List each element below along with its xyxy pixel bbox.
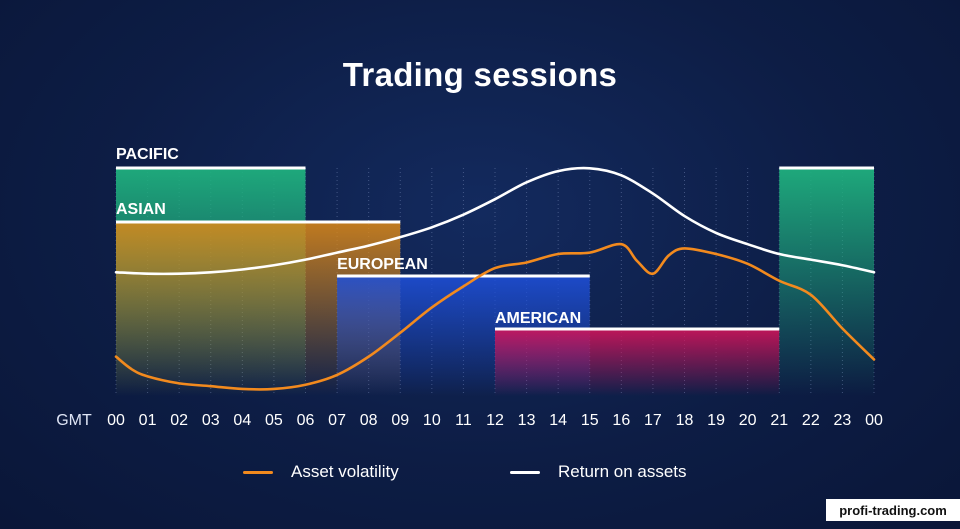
x-tick-label: 17 <box>644 412 662 429</box>
legend-label-return: Return on assets <box>558 462 687 481</box>
x-tick-label: 21 <box>770 412 788 429</box>
x-tick-label: 15 <box>581 412 599 429</box>
session-band-american <box>495 329 780 396</box>
legend-item-volatility: Asset volatility <box>243 462 399 482</box>
asset-volatility-line <box>114 242 876 391</box>
x-tick-label: 00 <box>107 412 125 429</box>
chart-legend: Asset volatility Return on assets <box>0 462 960 484</box>
x-tick-label: 05 <box>265 412 283 429</box>
legend-swatch-return <box>510 470 540 474</box>
x-tick-label: 00 <box>865 412 883 429</box>
legend-item-return: Return on assets <box>510 462 687 482</box>
session-label-pacific: PACIFIC <box>116 146 179 163</box>
x-tick-label: 22 <box>802 412 820 429</box>
x-tick-label: 04 <box>233 412 251 429</box>
x-tick-label: 23 <box>834 412 852 429</box>
session-label-american: AMERICAN <box>495 310 581 327</box>
session-label-asian: ASIAN <box>116 201 166 218</box>
x-tick-label: 19 <box>707 412 725 429</box>
x-tick-label: 06 <box>297 412 315 429</box>
return-on-assets-line <box>114 166 876 276</box>
x-tick-label: 08 <box>360 412 378 429</box>
legend-label-volatility: Asset volatility <box>291 462 399 481</box>
session-band-pacific <box>779 168 874 396</box>
x-tick-label: 16 <box>612 412 630 429</box>
x-tick-label: 09 <box>391 412 409 429</box>
x-tick-label: 10 <box>423 412 441 429</box>
x-tick-label: 20 <box>739 412 757 429</box>
watermark: profi-trading.com <box>826 499 960 521</box>
session-label-european: EUROPEAN <box>337 256 428 273</box>
x-tick-label: 07 <box>328 412 346 429</box>
x-tick-label: 02 <box>170 412 188 429</box>
x-tick-label: 11 <box>455 412 472 429</box>
x-tick-label: 13 <box>518 412 536 429</box>
x-tick-label: 12 <box>486 412 504 429</box>
x-tick-label: 18 <box>676 412 694 429</box>
legend-swatch-volatility <box>243 470 273 474</box>
chart-title: Trading sessions <box>342 56 618 93</box>
x-tick-label: 01 <box>139 412 157 429</box>
x-tick-label: 14 <box>549 412 567 429</box>
x-tick-label: 03 <box>202 412 220 429</box>
x-axis-label: GMT <box>56 412 92 429</box>
